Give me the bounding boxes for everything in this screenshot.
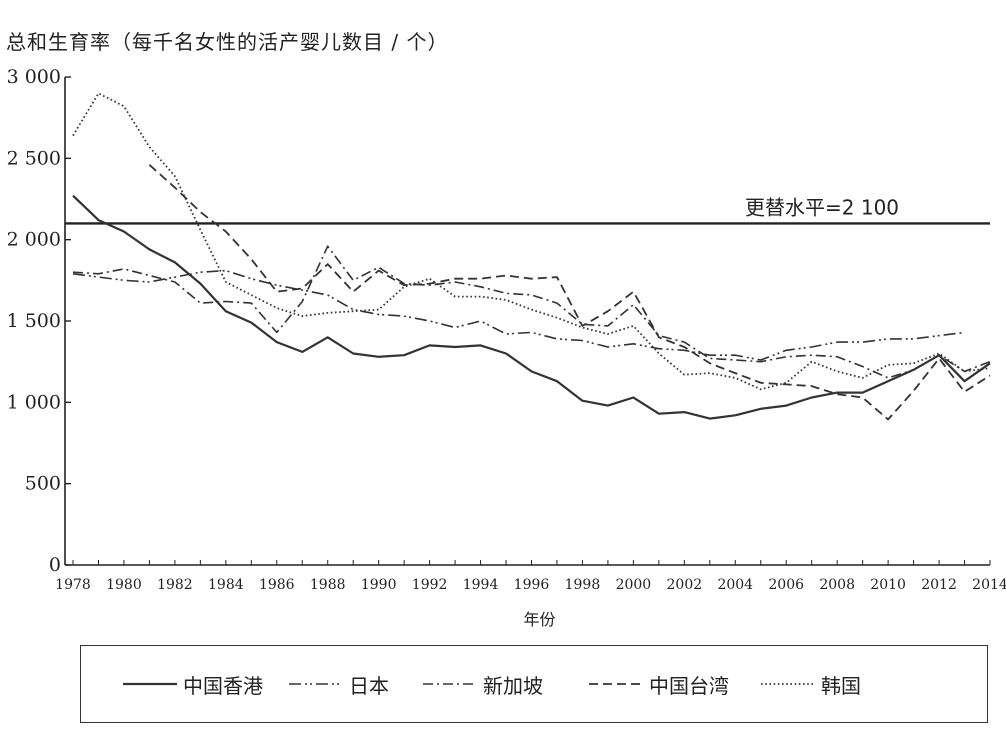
x-axis-label: 年份 — [523, 610, 555, 629]
legend-swatch — [423, 683, 477, 685]
legend-label: 中国香港 — [183, 673, 263, 698]
x-tick-label: 2002 — [667, 577, 703, 593]
y-tick-label: 1 000 — [7, 391, 61, 413]
line-chart: 0 500 1 000 1 500 2 000 2 500 3 000 1978 1980 198… — [7, 66, 1006, 629]
x-tick-label: 1990 — [361, 577, 397, 593]
x-tick-label: 1982 — [157, 577, 193, 593]
legend-item: 日本 — [289, 646, 389, 722]
y-tick-label: 0 — [49, 554, 61, 576]
legend-label: 韩国 — [821, 673, 861, 698]
series-line-4 — [72, 92, 991, 391]
x-tick-label: 2012 — [921, 577, 957, 593]
y-tick-label: 1 500 — [7, 310, 61, 332]
x-tick-label: 1980 — [106, 577, 142, 593]
legend-item: 中国台湾 — [589, 646, 729, 722]
x-tick-label: 1986 — [259, 577, 295, 593]
legend-item: 韩国 — [761, 646, 861, 722]
y-tick-label: 2 500 — [7, 147, 61, 169]
x-tick-label: 1992 — [412, 577, 448, 593]
y-tick-label: 3 000 — [7, 66, 61, 88]
legend-label: 新加坡 — [483, 673, 543, 698]
x-tick-label: 1998 — [565, 577, 601, 593]
x-tick-label: 1988 — [310, 577, 346, 593]
legend-swatch — [289, 683, 343, 685]
series-line-3 — [148, 164, 991, 421]
y-tick-label: 500 — [25, 473, 61, 495]
x-tick-label: 1996 — [514, 577, 550, 593]
series-line-2 — [72, 245, 991, 379]
legend-label: 日本 — [349, 673, 389, 698]
x-tick-label: 2006 — [768, 577, 804, 593]
x-tick-label: 2000 — [616, 577, 652, 593]
x-tick-label: 1978 — [55, 577, 91, 593]
legend-swatch — [123, 682, 177, 686]
series-line-0 — [72, 194, 991, 420]
x-tick-label: 1984 — [208, 577, 244, 593]
x-tick-label: 2008 — [819, 577, 855, 593]
legend-item: 新加坡 — [423, 646, 543, 722]
series-line-1 — [72, 269, 965, 361]
legend: 中国香港 日本 新加坡 中国台湾 韩国 — [80, 645, 988, 723]
x-tick-label: 2004 — [717, 577, 753, 593]
legend-item: 中国香港 — [123, 646, 263, 722]
replacement-level-label: 更替水平=2 100 — [745, 195, 899, 219]
x-tick-label: 1994 — [463, 577, 499, 593]
x-tick-label: 2014 — [972, 577, 1006, 593]
legend-label: 中国台湾 — [649, 673, 729, 698]
legend-swatch — [589, 683, 643, 685]
x-tick-label: 2010 — [870, 577, 906, 593]
y-tick-label: 2 000 — [7, 229, 61, 251]
chart-title: 总和生育率（每千名女性的活产婴儿数目 / 个） — [6, 30, 449, 54]
legend-swatch — [761, 683, 815, 685]
